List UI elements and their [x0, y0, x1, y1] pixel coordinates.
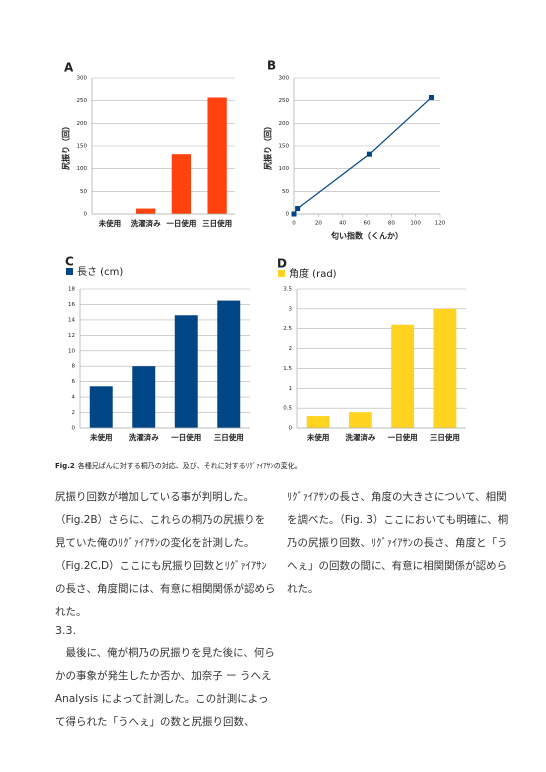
y-tick-label: 14: [68, 317, 75, 323]
body-text: Analysis によって計測した。この計測によっ: [55, 693, 269, 705]
marker: [428, 94, 434, 100]
y-tick-label: 0: [84, 212, 88, 218]
y-tick-label: 250: [279, 98, 290, 104]
panel-label: A: [64, 61, 74, 75]
y-tick-label: 50: [80, 189, 87, 195]
body-text: 見ていた俺のﾘｸﾞｧｲｱｻﾝの変化を計測した。: [55, 537, 255, 549]
body-text: ﾘｸﾞｧｲｱｻﾝの長さ、角度の大きさについて、相関: [287, 491, 507, 503]
y-tick-label: 100: [77, 166, 88, 172]
legend-label: 角度 (rad): [289, 267, 337, 280]
marker: [366, 151, 372, 157]
body-text: れた。: [55, 606, 87, 618]
y-tick-label: 0: [72, 426, 76, 432]
legend-swatch: [66, 268, 73, 275]
x-tick-label: 40: [339, 221, 346, 227]
bar: [391, 324, 415, 428]
x-axis-label: 匂い指数（くんか）: [330, 231, 403, 241]
legend-label: 長さ (cm): [77, 266, 123, 278]
marker: [291, 211, 297, 217]
y-tick-label: 4: [72, 395, 76, 401]
body-text: 最後に、俺が桐乃の尻振りを見た後に、何ら: [55, 647, 275, 659]
x-tick-label: 洗濯済み: [131, 218, 161, 228]
x-tick-label: 未使用: [99, 218, 122, 228]
body-text: へぇ」の回数の間に、有意に相関関係が認めら: [287, 560, 508, 572]
y-tick-label: 0: [286, 212, 290, 218]
bar: [135, 208, 156, 214]
x-tick-label: 20: [315, 221, 322, 227]
x-tick-label: 三日使用: [214, 432, 244, 442]
x-tick-label: 一日使用: [171, 432, 201, 442]
y-tick-label: 18: [68, 287, 75, 293]
line: [293, 97, 432, 215]
bar: [433, 308, 457, 428]
y-tick-label: 150: [77, 144, 88, 150]
body-text: （Fig.2B）さらに、これらの桐乃の尻振りを: [55, 514, 266, 526]
y-tick-label: 200: [279, 121, 290, 127]
body-text: て得られた「うへぇ」の数と尻振り回数、: [55, 716, 255, 728]
y-tick-label: 250: [77, 98, 88, 104]
x-tick-label: 未使用: [90, 432, 113, 442]
body-text: れた。: [287, 583, 319, 595]
y-tick-label: 8: [72, 364, 76, 370]
x-tick-label: 120: [435, 221, 446, 227]
x-tick-label: 80: [388, 221, 395, 227]
y-tick-label: 6: [72, 379, 76, 385]
body-text: を調べた。（Fig. 3）ここにおいても明確に、桐: [287, 514, 509, 526]
y-tick-label: 12: [68, 333, 75, 339]
marker: [295, 206, 301, 212]
y-axis-label: 尻振り（回）: [61, 122, 71, 170]
body-text: （Fig.2C,D）ここにも尻振り回数とﾘｸﾞｧｲｱｻﾝ: [55, 560, 267, 572]
x-tick-label: 一日使用: [388, 432, 418, 442]
x-tick-label: 洗濯済み: [129, 432, 159, 442]
panel-label: C: [65, 255, 74, 269]
bar: [174, 315, 198, 428]
bar: [306, 416, 330, 428]
y-tick-label: 1.5: [283, 366, 292, 372]
bar: [217, 300, 241, 428]
x-tick-label: 三日使用: [202, 218, 232, 228]
caption-text: 各種兄ぱんに対する桐乃の対応、及び、それに対するﾘｸﾞｧｲｱｻﾝの変化。: [78, 461, 302, 470]
x-tick-label: 未使用: [307, 432, 330, 442]
y-tick-label: 0.5: [283, 406, 292, 412]
body-text: の長さ、角度間には、有意に相関関係が認めら: [55, 583, 276, 595]
y-tick-label: 0: [289, 426, 293, 432]
panel-label: D: [277, 257, 287, 271]
body-text: 尻振り回数が増加している事が判明した。: [55, 491, 255, 503]
y-tick-label: 16: [68, 302, 75, 308]
x-tick-label: 三日使用: [430, 432, 460, 442]
legend-swatch: [278, 270, 285, 277]
x-tick-label: 一日使用: [166, 218, 196, 228]
section-heading: 3.3.: [55, 624, 76, 637]
y-tick-label: 2: [72, 410, 76, 416]
y-tick-label: 300: [77, 76, 88, 82]
y-tick-label: 3: [289, 306, 293, 312]
body-text: 乃の尻振り回数、ﾘｸﾞｧｲｱｻﾝの長さ、角度と「う: [287, 537, 508, 549]
bar: [132, 366, 156, 428]
y-tick-label: 2.5: [283, 326, 292, 332]
y-tick-label: 10: [68, 348, 75, 354]
y-axis-label: 尻振り（回）: [263, 122, 273, 170]
bar: [89, 386, 113, 428]
y-tick-label: 1: [289, 386, 293, 392]
y-tick-label: 150: [279, 144, 290, 150]
bar: [207, 97, 227, 214]
x-tick-label: 0: [292, 221, 296, 227]
caption: Fig.2 各種兄ぱんに対する桐乃の対応、及び、それに対するﾘｸﾞｧｲｱｻﾝの変化…: [55, 461, 302, 470]
y-tick-label: 3.5: [283, 287, 292, 293]
body-text: かの事象が発生したか否か、加奈子 ー うへえ: [55, 670, 272, 682]
y-tick-label: 100: [279, 166, 290, 172]
y-tick-label: 50: [282, 189, 289, 195]
x-tick-label: 100: [410, 221, 421, 227]
x-tick-label: 洗濯済み: [345, 432, 375, 442]
x-tick-label: 60: [364, 221, 371, 227]
y-tick-label: 300: [279, 76, 290, 82]
panel-label: B: [267, 59, 276, 73]
bar: [348, 412, 372, 428]
caption-label: Fig.2: [55, 462, 75, 470]
y-tick-label: 2: [289, 346, 293, 352]
bar: [171, 154, 192, 214]
y-tick-label: 200: [77, 121, 88, 127]
